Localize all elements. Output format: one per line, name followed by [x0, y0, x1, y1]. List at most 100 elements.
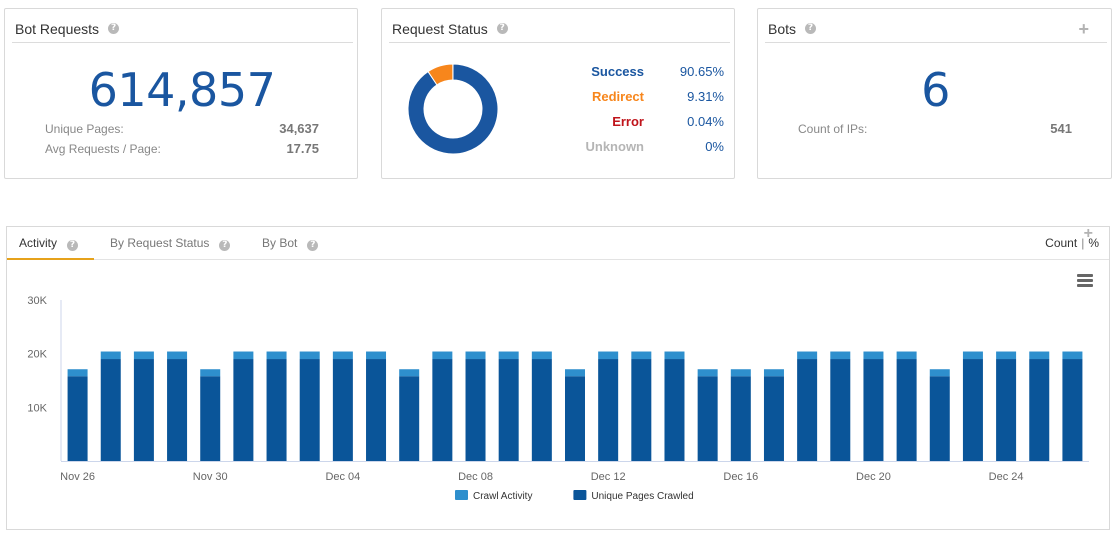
x-tick-label: Dec 12 — [591, 471, 626, 483]
bar-unique-pages[interactable] — [962, 359, 983, 461]
avg-requests-label: Avg Requests / Page: — [45, 142, 161, 156]
bar-unique-pages[interactable] — [730, 376, 751, 461]
help-icon[interactable]: ? — [219, 240, 231, 251]
bar-unique-pages[interactable] — [266, 359, 287, 461]
bar-unique-pages[interactable] — [498, 359, 519, 461]
tab-activity[interactable]: Activity? — [7, 227, 94, 260]
tab-label: By Bot — [262, 236, 298, 250]
bar-unique-pages[interactable] — [797, 359, 818, 461]
bar-crawl-activity[interactable] — [167, 351, 188, 360]
bar-crawl-activity[interactable] — [332, 351, 353, 360]
bar-unique-pages[interactable] — [432, 359, 453, 461]
bar-unique-pages[interactable] — [133, 359, 154, 461]
bar-crawl-activity[interactable] — [830, 351, 851, 360]
legend-label[interactable]: Crawl Activity — [473, 491, 532, 502]
tab-by-request-status[interactable]: By Request Status? — [110, 227, 231, 260]
add-icon[interactable]: + — [1083, 225, 1093, 242]
bar-crawl-activity[interactable] — [697, 369, 718, 377]
bar-unique-pages[interactable] — [1029, 359, 1050, 461]
bar-crawl-activity[interactable] — [631, 351, 652, 360]
x-tick-label: Nov 30 — [193, 471, 228, 483]
bar-crawl-activity[interactable] — [763, 369, 784, 377]
bar-unique-pages[interactable] — [200, 376, 221, 461]
bar-crawl-activity[interactable] — [366, 351, 387, 360]
bar-unique-pages[interactable] — [830, 359, 851, 461]
bar-unique-pages[interactable] — [565, 376, 585, 461]
bar-crawl-activity[interactable] — [531, 351, 552, 360]
card-title: Request Status — [392, 20, 488, 37]
bar-crawl-activity[interactable] — [797, 351, 818, 360]
bar-unique-pages[interactable] — [67, 376, 88, 461]
count-percent-toggle: Count |% — [1045, 236, 1099, 250]
help-icon[interactable]: ? — [496, 23, 508, 34]
add-icon[interactable]: + — [1078, 19, 1089, 39]
bar-unique-pages[interactable] — [697, 376, 718, 461]
bar-crawl-activity[interactable] — [266, 351, 287, 360]
legend-label[interactable]: Unique Pages Crawled — [591, 491, 693, 502]
status-pct-unknown: 0% — [705, 139, 724, 154]
bar-unique-pages[interactable] — [1062, 359, 1083, 461]
bar-unique-pages[interactable] — [299, 359, 320, 461]
card-header: Bot Requests ? — [12, 15, 353, 43]
y-tick-label: 30K — [27, 295, 47, 307]
bar-crawl-activity[interactable] — [432, 351, 453, 360]
bar-crawl-activity[interactable] — [100, 351, 121, 360]
bar-unique-pages[interactable] — [996, 359, 1017, 461]
bar-unique-pages[interactable] — [167, 359, 188, 461]
x-tick-label: Dec 04 — [325, 471, 360, 483]
bar-crawl-activity[interactable] — [664, 351, 685, 360]
bar-crawl-activity[interactable] — [598, 351, 619, 360]
bar-unique-pages[interactable] — [863, 359, 884, 461]
request-status-donut[interactable] — [403, 59, 503, 159]
bar-unique-pages[interactable] — [332, 359, 353, 461]
legend-swatch[interactable] — [573, 490, 587, 500]
activity-chart: 30K 20K 10K Nov 26 Nov 30 Dec 04 Dec 08 Dec 12 D… — [27, 295, 1089, 502]
bar-unique-pages[interactable] — [531, 359, 552, 461]
bar-crawl-activity[interactable] — [1062, 351, 1083, 360]
bar-unique-pages[interactable] — [929, 376, 950, 461]
tab-by-bot[interactable]: By Bot? — [262, 227, 319, 260]
bar-unique-pages[interactable] — [366, 359, 387, 461]
status-name-redirect: Redirect — [591, 89, 644, 104]
donut-slice-success[interactable] — [407, 63, 499, 155]
legend-swatch[interactable] — [455, 490, 468, 500]
bar-crawl-activity[interactable] — [929, 369, 950, 377]
bar-crawl-activity[interactable] — [730, 369, 751, 377]
card-header: Bots ? + — [765, 15, 1107, 43]
bar-crawl-activity[interactable] — [465, 351, 486, 360]
help-icon[interactable]: ? — [67, 240, 79, 251]
bar-crawl-activity[interactable] — [896, 351, 917, 360]
bar-crawl-activity[interactable] — [1029, 351, 1050, 360]
help-icon[interactable]: ? — [805, 23, 817, 34]
help-icon[interactable]: ? — [307, 240, 319, 251]
help-icon[interactable]: ? — [108, 23, 120, 34]
bar-unique-pages[interactable] — [399, 376, 420, 461]
toggle-count[interactable]: Count — [1045, 236, 1078, 250]
bar-unique-pages[interactable] — [233, 359, 254, 461]
bar-unique-pages[interactable] — [465, 359, 486, 461]
toggle-percent[interactable]: % — [1088, 236, 1099, 250]
bar-crawl-activity[interactable] — [233, 351, 254, 360]
bar-crawl-activity[interactable] — [299, 351, 320, 360]
bar-unique-pages[interactable] — [763, 376, 784, 461]
bar-unique-pages[interactable] — [598, 359, 619, 461]
bar-crawl-activity[interactable] — [565, 369, 585, 377]
bar-unique-pages[interactable] — [631, 359, 652, 461]
bar-crawl-activity[interactable] — [399, 369, 420, 377]
bar-crawl-activity[interactable] — [962, 351, 983, 360]
avg-requests-value: 17.75 — [286, 141, 319, 156]
chart-menu-icon[interactable] — [1077, 274, 1093, 287]
bar-crawl-activity[interactable] — [133, 351, 154, 360]
bar-unique-pages[interactable] — [664, 359, 685, 461]
y-tick-label: 10K — [27, 402, 47, 414]
bar-crawl-activity[interactable] — [498, 351, 519, 360]
bots-card: Bots ? + 6 Count of IPs: 541 — [757, 8, 1112, 179]
bar-crawl-activity[interactable] — [996, 351, 1017, 360]
status-pct-error: 0.04% — [687, 114, 724, 129]
bar-unique-pages[interactable] — [896, 359, 917, 461]
total-requests-value: 614,857 — [88, 63, 276, 117]
bar-crawl-activity[interactable] — [200, 369, 221, 377]
bar-crawl-activity[interactable] — [863, 351, 884, 360]
bar-crawl-activity[interactable] — [67, 369, 88, 377]
bar-unique-pages[interactable] — [100, 359, 121, 461]
